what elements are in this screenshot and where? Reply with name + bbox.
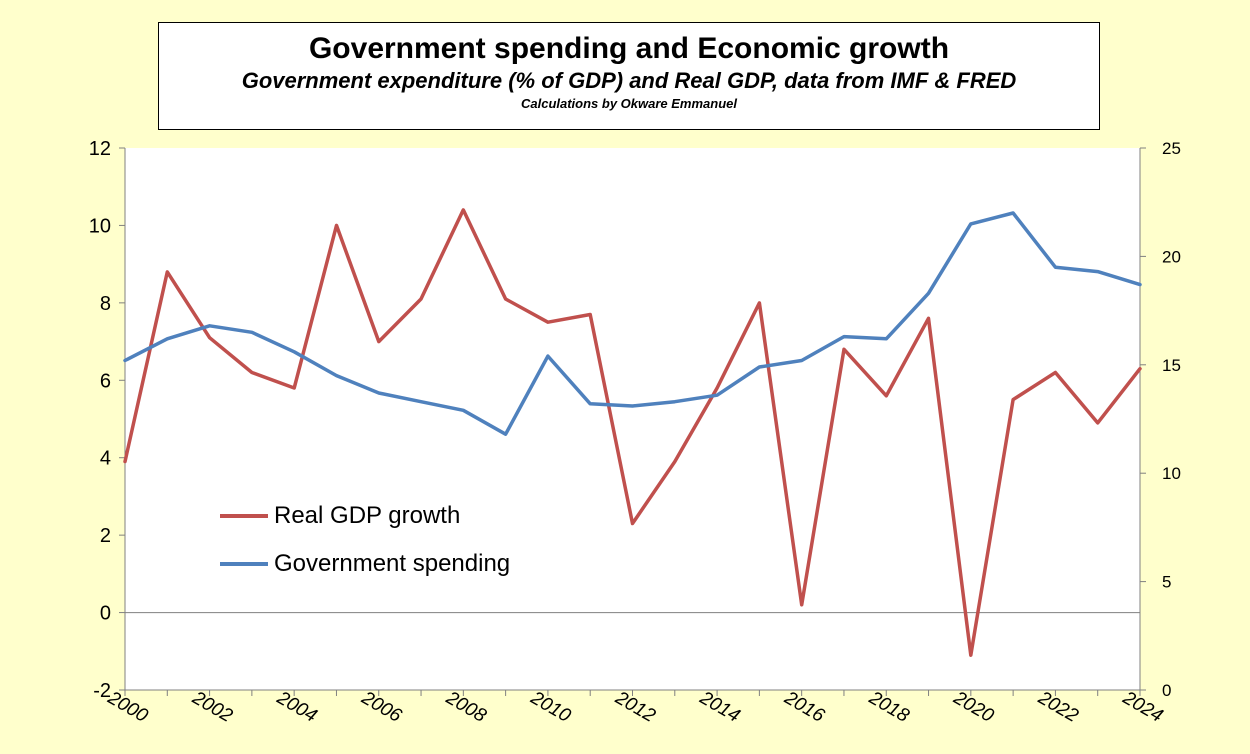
y-right-tick-label: 20: [1162, 247, 1181, 266]
x-tick-label: 2006: [357, 687, 405, 727]
legend-label-spending: Government spending: [274, 550, 511, 577]
y-left-tick-label: 10: [89, 215, 111, 237]
y-left-tick-label: 2: [100, 525, 111, 547]
y-right-tick-label: 0: [1162, 681, 1171, 700]
y-right-tick-label: 5: [1162, 573, 1171, 592]
y-right-tick-label: 25: [1162, 139, 1181, 158]
x-tick-label: 2012: [611, 687, 659, 727]
chart-title: Government spending and Economic growth: [308, 32, 950, 65]
legend-swatch-gdp: [220, 514, 268, 518]
legend-swatch-spending: [220, 562, 268, 566]
y-left-tick-label: 12: [89, 138, 111, 160]
y-left-tick-label: -2: [93, 680, 111, 702]
y-right-tick-label: 15: [1162, 356, 1181, 375]
x-tick-label: 2004: [272, 687, 320, 727]
x-tick-label: 2000: [103, 687, 151, 727]
y-right-tick-label: 10: [1162, 464, 1181, 483]
x-tick-label: 2018: [865, 687, 913, 727]
legend: Real GDP growth Government spending: [220, 492, 510, 588]
x-tick-label: 2010: [526, 687, 574, 727]
chart-note: Calculations by Okware Emmanuel: [520, 96, 738, 111]
x-tick-label: 2002: [188, 687, 236, 727]
legend-item-spending: Government spending: [220, 540, 510, 588]
x-tick-label: 2022: [1034, 687, 1082, 727]
x-tick-label: 2016: [780, 687, 828, 727]
x-tick-label: 2014: [695, 687, 743, 727]
x-tick-label: 2008: [442, 687, 490, 727]
plot-area: [125, 148, 1140, 690]
y-left-tick-label: 4: [100, 448, 111, 470]
series-line-gdp: [123, 208, 1142, 657]
x-tick-label: 2020: [949, 687, 997, 727]
legend-item-gdp: Real GDP growth: [220, 492, 510, 540]
y-left-tick-label: 6: [100, 370, 111, 392]
y-left-tick-label: 8: [100, 293, 111, 315]
y-left-tick-label: 0: [100, 603, 111, 625]
legend-label-gdp: Real GDP growth: [274, 502, 461, 529]
x-tick-label: 2024: [1118, 687, 1166, 727]
chart-subtitle: Government expenditure (% of GDP) and Re…: [241, 68, 1017, 93]
chart-title-box: Government spending and Economic growth …: [158, 22, 1100, 130]
series-line-spending: [123, 211, 1142, 436]
